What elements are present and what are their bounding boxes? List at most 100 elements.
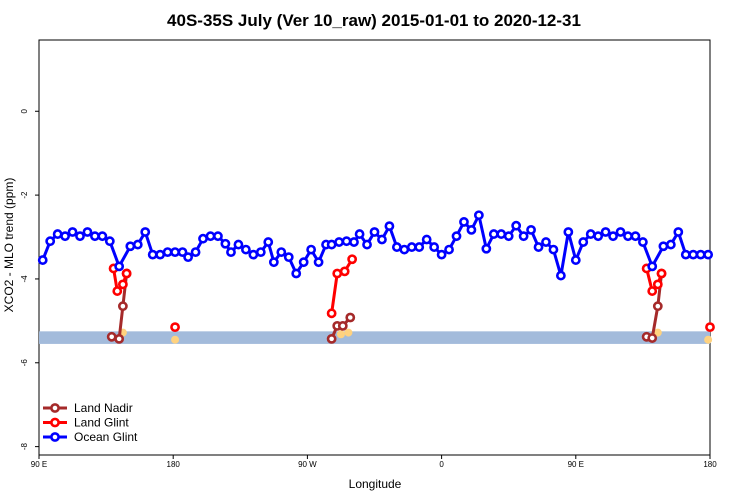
legend-ocean-glint-label: Ocean Glint — [74, 430, 138, 444]
ocean-glint-point — [177, 247, 188, 258]
ocean-glint-point — [541, 237, 551, 247]
band-marker — [336, 330, 345, 339]
ocean-glint-point — [570, 255, 581, 265]
ocean-glint-point — [377, 234, 387, 245]
ocean-glint-point — [205, 231, 216, 242]
band-marker — [704, 335, 713, 344]
ocean-glint-point — [503, 231, 514, 242]
ocean-glint-point — [291, 268, 302, 279]
ocean-glint-point — [233, 239, 244, 250]
ocean-glint-point — [414, 242, 425, 252]
ocean-glint-point — [688, 249, 699, 260]
land-glint-point — [121, 268, 132, 279]
ocean-glint-point — [444, 244, 454, 255]
y-tick-label: 0 — [20, 108, 29, 113]
ocean-glint-point — [391, 242, 402, 252]
reference-band — [39, 331, 710, 344]
legend-land-glint-marker — [50, 417, 60, 428]
ocean-glint-point — [170, 247, 180, 258]
ocean-glint-point — [555, 270, 566, 281]
plot-area: 90 E 180 90 W 0 90 E 180 -8 -6 -4 -2 0 — [20, 39, 717, 469]
land-glint-point — [332, 268, 343, 279]
ocean-glint-point — [481, 243, 492, 254]
ocean-glint-point — [623, 231, 633, 242]
ocean-glint-point — [268, 257, 279, 268]
land-glint-point — [705, 322, 715, 333]
land-glint-line — [330, 258, 354, 314]
x-tick-label: 90 E — [31, 460, 47, 469]
land-nadir-point — [337, 320, 348, 331]
ocean-glint-point — [369, 227, 380, 237]
ocean-glint-point — [220, 238, 231, 249]
ocean-glint-point — [132, 239, 143, 250]
ocean-glint-point — [248, 249, 259, 260]
land-glint-point — [652, 279, 663, 290]
y-tick-label: -2 — [20, 191, 29, 199]
ocean-glint-point — [213, 231, 223, 242]
ocean-glint-point — [615, 227, 626, 237]
legend-land-nadir-marker — [50, 403, 60, 413]
ocean-glint-point — [429, 242, 440, 252]
ocean-glint-point — [384, 221, 395, 232]
land-glint-point — [347, 254, 358, 265]
ocean-glint-point — [125, 241, 136, 252]
ocean-glint-point — [155, 249, 166, 260]
land-nadir-point — [345, 312, 356, 323]
band-marker — [344, 328, 353, 337]
ocean-glint-point — [362, 239, 372, 250]
ocean-glint-point — [183, 252, 194, 263]
x-tick-label: 90 W — [298, 460, 317, 469]
ocean-glint-point — [526, 224, 536, 235]
ocean-glint-point — [140, 227, 151, 237]
ocean-glint-point — [283, 252, 294, 263]
ocean-glint-point — [533, 242, 544, 252]
ocean-glint-point — [658, 241, 669, 252]
ocean-glint-point — [466, 224, 477, 235]
land-glint-point — [656, 268, 667, 279]
ocean-glint-point — [496, 229, 507, 239]
land-glint-point — [326, 308, 337, 319]
ocean-glint-point — [511, 220, 522, 231]
x-tick-label: 0 — [439, 460, 444, 469]
ocean-glint-point — [647, 261, 658, 272]
ocean-glint-point — [276, 247, 287, 258]
band-marker — [653, 328, 662, 337]
ocean-glint-point — [75, 231, 85, 242]
ocean-glint-point — [608, 231, 618, 242]
land-nadir-point — [117, 301, 128, 312]
ocean-glint-point — [695, 249, 706, 260]
x-tick-label: 180 — [167, 460, 181, 469]
ocean-glint-point — [585, 229, 596, 239]
land-glint-point — [117, 279, 128, 290]
land-glint-point — [339, 266, 350, 277]
legend-ocean-glint-marker — [50, 432, 60, 442]
ocean-glint-point — [67, 227, 78, 237]
ocean-glint-point — [60, 231, 70, 242]
ocean-glint-point — [406, 242, 417, 252]
ocean-glint-point — [306, 244, 317, 255]
ocean-glint-point — [226, 247, 236, 258]
ocean-glint-point — [37, 255, 48, 265]
land-glint-point — [112, 286, 123, 296]
ocean-glint-point — [240, 244, 251, 255]
land-glint-point — [647, 286, 658, 296]
chart-title: 40S-35S July (Ver 10_raw) 2015-01-01 to … — [167, 11, 581, 30]
ocean-glint-point — [45, 236, 56, 247]
y-tick-label: -8 — [20, 443, 29, 451]
land-glint-point — [170, 322, 180, 333]
ocean-glint-point — [326, 239, 337, 250]
ocean-glint-point — [459, 217, 469, 227]
ocean-glint-point — [473, 210, 484, 221]
x-tick-label: 90 E — [568, 460, 584, 469]
land-nadir-point — [114, 333, 125, 344]
legend-land-glint-label: Land Glint — [74, 416, 129, 430]
ocean-glint-point — [630, 231, 641, 242]
ocean-glint-point — [488, 229, 499, 239]
ocean-glint-point — [638, 237, 648, 247]
band-marker — [171, 335, 180, 344]
ocean-glint-point — [82, 227, 93, 237]
y-tick-label: -6 — [20, 359, 29, 367]
ocean-glint-point — [665, 239, 676, 250]
